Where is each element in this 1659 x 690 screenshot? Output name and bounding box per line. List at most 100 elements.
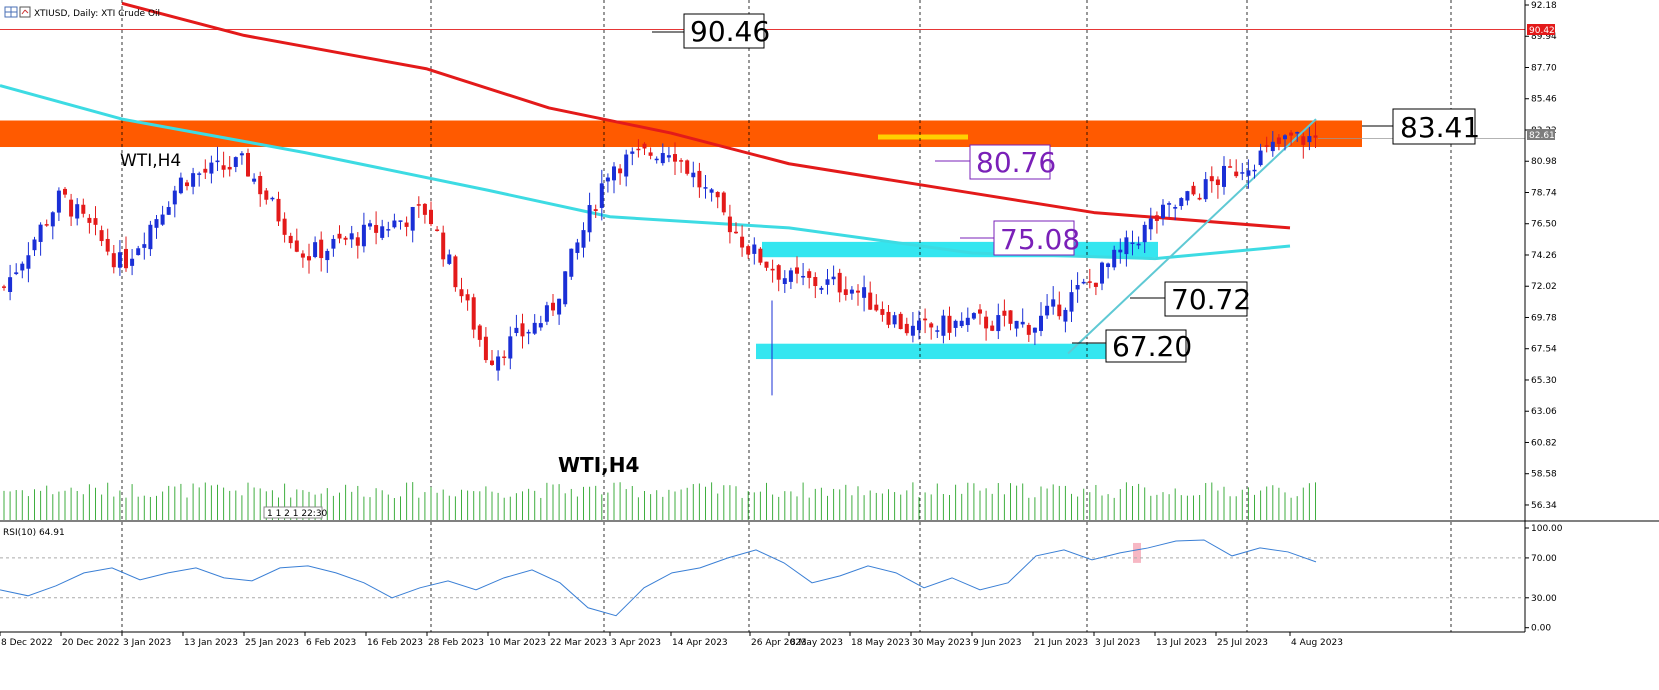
time-tick-label: 18 May 2023 [851, 638, 910, 648]
candle-body [111, 253, 116, 268]
price-tag-resistance: 90.42 [1527, 24, 1555, 36]
price-tick-label: 72.02 [1531, 282, 1557, 292]
annotation-83-41: 83.41 [1362, 108, 1480, 145]
candle-body [50, 212, 55, 227]
candle-body [20, 263, 25, 271]
candle-body [599, 183, 604, 208]
time-tick-label: 3 Jan 2023 [123, 638, 171, 648]
time-tick-label: 16 Feb 2023 [367, 638, 423, 648]
candle-body [660, 153, 665, 164]
candle-body [1045, 305, 1050, 316]
candle-body [990, 325, 995, 331]
candle-body [544, 305, 549, 322]
price-tick-label: 60.82 [1531, 438, 1557, 448]
candle-body [325, 250, 330, 261]
time-tick-label: 28 Feb 2023 [428, 638, 484, 648]
candle-body [703, 187, 708, 189]
candle-body [1264, 145, 1269, 147]
rsi-line [0, 539, 1317, 617]
candle-body [892, 315, 897, 325]
candle-body [343, 237, 348, 240]
rsi-title: RSI(10) 64.91 [3, 528, 65, 538]
candle-body [1014, 320, 1019, 329]
time-tick-label: 14 Apr 2023 [672, 638, 728, 648]
candle-body [642, 143, 647, 149]
candle-body [38, 224, 43, 242]
candle-body [172, 190, 177, 205]
price-tick-label: 78.74 [1531, 188, 1557, 198]
price-tick-label: 87.70 [1531, 63, 1557, 73]
candle-body [416, 204, 421, 206]
candle-body [361, 224, 366, 247]
candle-body [142, 244, 147, 248]
candle-body [1252, 169, 1257, 172]
time-tick-label: 9 Jun 2023 [973, 638, 1021, 648]
price-tick-label: 89.94 [1531, 32, 1557, 42]
price-tick-label: 74.26 [1531, 251, 1557, 261]
candle-body [715, 191, 720, 198]
candle-body [477, 325, 482, 340]
candle-body [1307, 136, 1312, 143]
candle-body [947, 315, 952, 333]
candle-body [575, 242, 580, 253]
candle-body [996, 315, 1001, 332]
price-tag-current-text: 82.61 [1529, 131, 1555, 141]
candle-body [752, 244, 757, 254]
price-tick-label: 56.34 [1531, 501, 1557, 511]
candle-body [776, 265, 781, 280]
candle-body [679, 160, 684, 162]
candle-body [788, 270, 793, 282]
time-tick-label: 22 Mar 2023 [550, 638, 607, 648]
candle-body [307, 256, 311, 261]
time-marker-text: 1 1 2 1 22:30 [267, 509, 328, 519]
candle-body [56, 190, 61, 213]
candle-body [1154, 215, 1159, 221]
time-tick-label: 6 Feb 2023 [306, 638, 356, 648]
candle-body [1222, 165, 1226, 187]
candle-body [105, 238, 110, 252]
candle-body [197, 173, 202, 175]
price-tick-label: 92.18 [1531, 1, 1557, 11]
candle-body [1228, 166, 1233, 168]
resistance-zone [0, 120, 1362, 148]
candle-body [538, 323, 543, 328]
candle-body [734, 231, 738, 234]
candle-body [14, 272, 19, 275]
time-tick-label: 8 May 2023 [790, 638, 843, 648]
candle-body [862, 287, 867, 298]
time-tick-label: 26 Apr 2023 [751, 638, 807, 648]
candle-body [422, 203, 427, 215]
candle-body [313, 242, 318, 258]
chart-grid-icon [4, 6, 31, 18]
candle-body [1063, 309, 1068, 322]
candle-body [398, 220, 403, 222]
candle-body [886, 311, 891, 325]
time-tick-label: 13 Jan 2023 [184, 638, 238, 648]
candle-body [1209, 176, 1214, 182]
candle-body [837, 272, 842, 293]
candle-body [618, 168, 623, 174]
candle-body [1185, 191, 1190, 201]
candle-body [673, 154, 677, 162]
candle-body [1313, 135, 1318, 138]
price-tag-current: 82.61 [1527, 129, 1555, 141]
candle-body [44, 224, 49, 226]
candle-body [904, 323, 909, 334]
candle-body [1173, 207, 1178, 209]
candle-body [429, 209, 433, 225]
candle-body [483, 336, 488, 361]
candle-body [1289, 132, 1294, 136]
candle-body [984, 316, 989, 329]
candle-body [496, 356, 501, 371]
candle-body [1179, 198, 1184, 207]
candle-body [8, 277, 13, 292]
candle-body [337, 233, 342, 239]
candle-body [1008, 310, 1013, 324]
candle-body [117, 252, 122, 268]
candle-body [148, 224, 153, 250]
resistance-highlight [878, 134, 968, 140]
candle-body [349, 233, 354, 240]
candle-body [795, 267, 799, 274]
candle-body [1167, 203, 1172, 205]
candle-body [978, 309, 982, 314]
